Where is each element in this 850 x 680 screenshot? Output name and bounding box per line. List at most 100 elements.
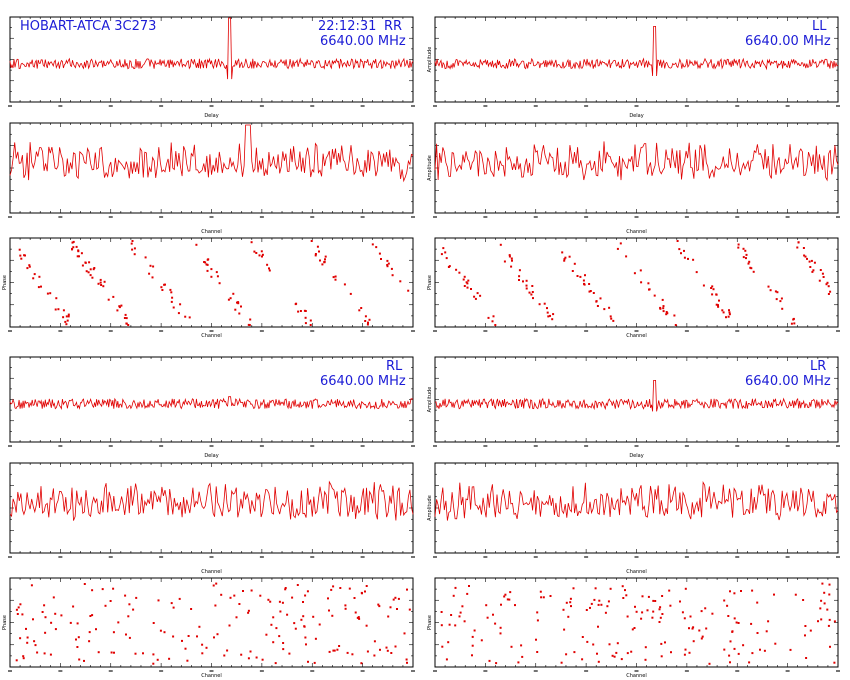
phase-point <box>52 596 55 599</box>
phase-point <box>492 613 494 616</box>
pol-label-lr: LR <box>810 359 827 374</box>
phase-point <box>804 255 807 258</box>
phase-point <box>168 657 171 660</box>
phase-point <box>88 631 91 634</box>
phase-point <box>196 635 198 638</box>
phase-point <box>205 646 208 649</box>
phase-point <box>188 316 191 319</box>
phase-point <box>499 626 502 629</box>
phase-point <box>242 590 244 592</box>
phase-point <box>531 291 534 293</box>
phase-point <box>792 318 795 321</box>
phase-point <box>653 294 656 297</box>
phase-point <box>294 627 297 630</box>
phase-point <box>661 613 664 615</box>
phase-point <box>728 313 731 316</box>
phase-point <box>394 645 397 648</box>
phase-point <box>131 240 134 242</box>
phase-xlabel-rr: Channel <box>201 333 222 339</box>
phase-point <box>247 657 250 660</box>
phase-point <box>304 322 307 325</box>
phase-point <box>116 309 119 312</box>
phase-point <box>639 269 642 272</box>
phase-point <box>458 615 461 618</box>
phase-point <box>405 658 408 661</box>
phase-point <box>91 614 94 617</box>
phase-point <box>715 303 718 306</box>
phase-point <box>132 608 135 611</box>
phase-point <box>447 641 450 644</box>
phase-point <box>240 653 243 656</box>
phase-point <box>616 642 619 645</box>
phase-point <box>179 303 182 306</box>
phase-point <box>450 614 453 616</box>
phase-point <box>152 662 155 665</box>
phase-point <box>220 593 223 596</box>
phase-point <box>562 608 565 611</box>
phase-point <box>67 313 70 316</box>
phase-point <box>625 594 628 597</box>
phase-point <box>659 606 662 609</box>
phase-point <box>797 241 800 244</box>
phase-point <box>748 260 751 263</box>
phase-point <box>157 599 160 602</box>
phase-point <box>737 622 740 624</box>
phase-point <box>543 302 546 305</box>
phase-point <box>750 622 753 625</box>
phase-point <box>286 613 289 616</box>
phase-point <box>463 275 466 278</box>
phase-point <box>731 630 734 633</box>
phase-point <box>84 261 87 264</box>
phase-point <box>718 299 720 302</box>
phase-point <box>130 242 133 245</box>
phase-point <box>236 301 238 304</box>
phase-point <box>49 653 52 656</box>
phase-point <box>44 631 47 634</box>
phase-point <box>55 297 58 300</box>
phase-point <box>258 254 261 257</box>
phase-point <box>353 597 356 599</box>
phase-point <box>367 321 369 324</box>
phase-point <box>471 635 474 638</box>
phase-point <box>588 290 591 293</box>
phase-point <box>123 317 126 319</box>
phase-panel-rr-ticks <box>8 237 415 332</box>
phase-point <box>238 603 241 605</box>
phase-point <box>547 315 550 318</box>
phase-point <box>348 587 351 590</box>
phase-point <box>821 582 824 585</box>
phase-point <box>97 282 100 285</box>
phase-point <box>26 636 29 639</box>
phase-point <box>811 270 814 273</box>
phase-point <box>525 279 528 282</box>
phase-point <box>67 315 70 318</box>
phase-point <box>312 615 315 618</box>
phase-point <box>339 587 342 589</box>
phase-point <box>510 257 513 260</box>
phase-point <box>499 632 502 635</box>
phase-point <box>26 267 29 270</box>
phase-point <box>177 312 180 315</box>
phase-point <box>695 271 698 274</box>
phase-panel-lr <box>434 577 839 668</box>
phase-panel-lr-ticks <box>433 577 840 672</box>
phase-point <box>215 582 218 585</box>
phase-point <box>112 295 115 298</box>
phase-point <box>330 588 333 591</box>
phase-point <box>563 258 566 261</box>
phase-point <box>237 301 240 304</box>
phase-point <box>520 644 523 647</box>
phase-point <box>454 586 457 589</box>
phase-point <box>255 656 258 659</box>
phase-point <box>723 599 726 602</box>
phase-point <box>454 624 457 627</box>
phase-point <box>530 293 533 296</box>
phase-point <box>676 240 679 242</box>
delay-xlabel-ll: Delay <box>629 113 643 119</box>
phase-point <box>440 624 443 627</box>
phase-point <box>17 606 20 609</box>
phase-point <box>503 595 506 598</box>
phase-point <box>64 320 67 323</box>
phase-point <box>468 585 470 587</box>
phase-point <box>458 271 461 274</box>
